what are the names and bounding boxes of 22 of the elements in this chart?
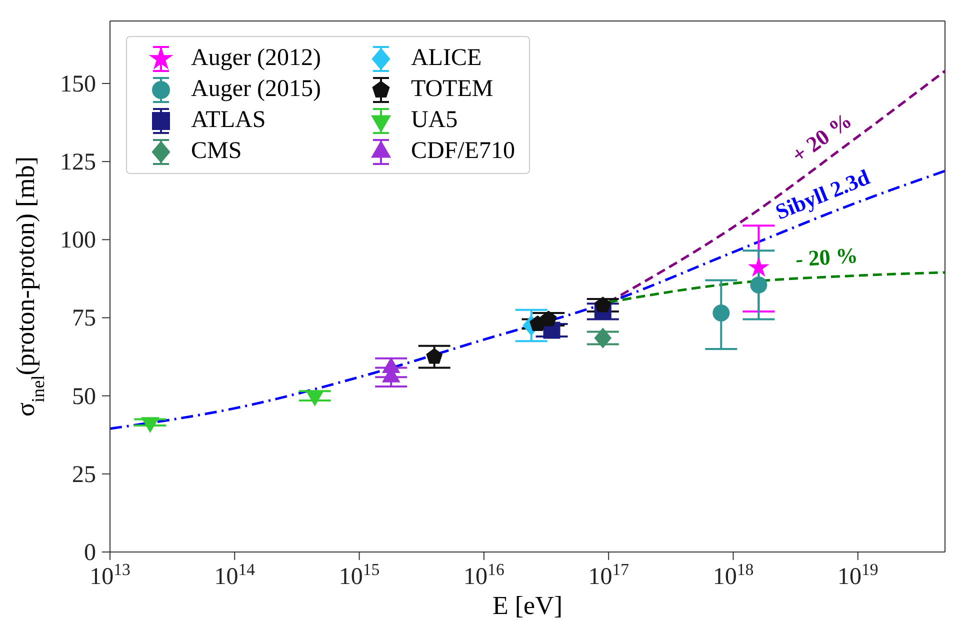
y-tick-label: 75 [72, 306, 96, 332]
y-tick-label: 125 [60, 150, 96, 176]
y-tick-label: 50 [72, 384, 96, 410]
x-tick-label: 10$^{18}$ [712, 560, 754, 590]
x-axis-title: E [eV] [492, 591, 563, 620]
x-tick-label: 10$^{15}$ [338, 560, 380, 590]
legend-label: CDF/E710 [410, 138, 515, 165]
legend-label: ATLAS [191, 107, 266, 134]
y-tick-label: 25 [72, 462, 96, 488]
x-tick-label: 10$^{16}$ [464, 560, 504, 590]
legend-label: UA5 [410, 107, 458, 134]
y-tick-label: 150 [60, 71, 96, 98]
x-tick-label: 10$^{14}$ [214, 560, 256, 590]
legend-label: ALICE [410, 45, 482, 72]
legend-label: CMS [191, 138, 242, 165]
y-tick-label: 100 [60, 228, 96, 254]
x-tick-label: 10$^{17}$ [588, 560, 629, 590]
x-tick-label: 10$^{19}$ [837, 560, 878, 590]
series-label: - 20 % [794, 242, 859, 272]
legend-label: Auger (2012) [191, 45, 321, 72]
legend-label: Auger (2015) [191, 76, 321, 103]
legend-label: TOTEM [410, 76, 494, 103]
